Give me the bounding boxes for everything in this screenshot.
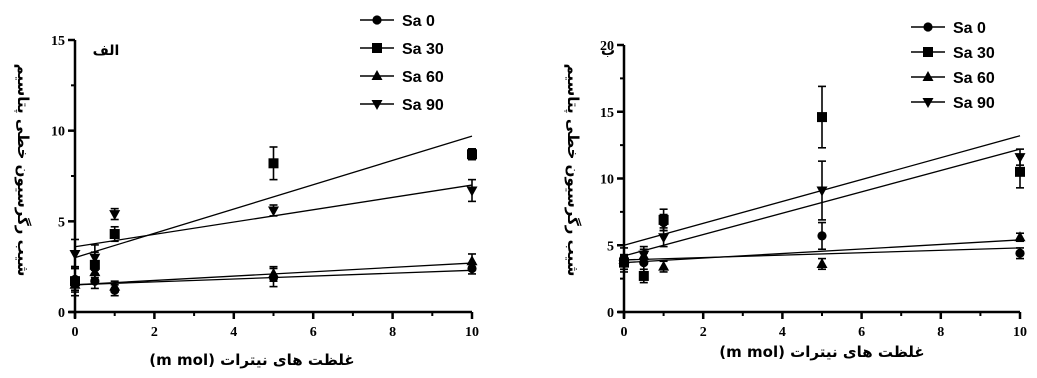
legend-label: Sa 0 [402, 13, 435, 30]
data-point [109, 280, 121, 291]
data-point [817, 231, 827, 241]
data-point [1015, 248, 1025, 258]
data-point [466, 186, 478, 197]
legend-marker [922, 71, 934, 81]
chart-panel-alef: 0 5 10 15 0 2 4 6 8 10 الف غلظت های نیترات (m mol) ش… [13, 13, 479, 369]
y-tick-label: 5 [607, 239, 614, 254]
data-point [1015, 166, 1025, 177]
legend-marker [371, 70, 383, 80]
regression-line [623, 239, 1021, 264]
y-tick-label: 0 [58, 306, 65, 321]
legend-marker [923, 22, 933, 32]
legend-label: Sa 30 [953, 45, 995, 62]
data-point [817, 112, 827, 123]
legend-marker [372, 15, 382, 25]
series-sa-90 [69, 178, 478, 272]
x-tick-label: 0 [72, 325, 79, 340]
x-tick-label: 10 [1013, 325, 1027, 340]
data-point [268, 267, 279, 278]
legend-label: Sa 60 [402, 69, 444, 86]
legend: Sa 0 Sa 30 Sa 60 Sa 90 [360, 13, 444, 114]
data-point [638, 250, 650, 261]
data-point [69, 278, 81, 289]
legend-label: Sa 60 [953, 70, 995, 87]
x-tick-label: 10 [465, 325, 479, 340]
x-tick-label: 6 [310, 325, 317, 340]
y-tick-label: 0 [607, 306, 614, 321]
x-tick-label: 8 [937, 325, 944, 340]
regression-line [74, 135, 473, 259]
data-point [89, 266, 101, 277]
y-tick-label: 20 [600, 39, 614, 54]
panel-label: الف [93, 43, 120, 59]
legend-marker [922, 98, 934, 108]
data-point [268, 158, 279, 169]
y-tick-label: 15 [51, 34, 65, 49]
x-tick-label: 2 [700, 325, 707, 340]
series-sa-60 [69, 253, 478, 293]
data-point [816, 257, 828, 268]
x-tick-label: 4 [230, 325, 237, 340]
data-point [109, 229, 120, 240]
y-tick-label: 15 [600, 106, 614, 121]
data-point [1014, 231, 1026, 242]
x-tick-label: 8 [389, 325, 396, 340]
data-point [816, 186, 828, 197]
x-tick-label: 2 [151, 325, 158, 340]
x-axis-title: غلظت های نیترات (m mol) [719, 343, 924, 361]
data-point [658, 260, 670, 271]
legend-label: Sa 90 [953, 95, 995, 112]
x-axis-title: غلظت های نیترات (m mol) [149, 351, 354, 369]
data-point [89, 253, 101, 264]
y-axis-title: شیب رگرسیون خطی پتاسیم [13, 64, 32, 277]
data-point [467, 149, 477, 160]
legend-marker [371, 100, 383, 110]
x-tick-label: 6 [858, 325, 865, 340]
legend-marker [372, 43, 382, 53]
panel-label: ب [601, 43, 615, 59]
x-tick-label: 4 [779, 325, 786, 340]
legend-label: Sa 0 [953, 20, 986, 37]
data-point [658, 233, 670, 244]
data-point [109, 210, 121, 221]
series-sa-90 [618, 148, 1026, 273]
y-tick-label: 10 [51, 125, 65, 140]
data-point [268, 206, 279, 217]
data-point [466, 255, 478, 266]
legend-marker [923, 47, 933, 57]
legend-label: Sa 30 [402, 41, 444, 58]
regression-line [623, 247, 1021, 261]
x-tick-label: 0 [621, 325, 628, 340]
legend: Sa 0 Sa 30 Sa 60 Sa 90 [911, 20, 995, 112]
chart-panel-be: 0 5 10 15 20 0 2 4 6 8 10 ب غلظت های نیترات (m mol) ش… [563, 20, 1027, 361]
data-point [618, 259, 630, 270]
data-point [658, 214, 669, 225]
data-point [1014, 153, 1026, 164]
data-point [638, 270, 649, 281]
data-point [69, 249, 81, 260]
y-tick-label: 5 [58, 215, 65, 230]
legend-label: Sa 90 [402, 97, 444, 114]
y-axis-title: شیب رگرسیون خطی پتاسیم [563, 64, 582, 277]
y-tick-label: 10 [600, 173, 614, 188]
